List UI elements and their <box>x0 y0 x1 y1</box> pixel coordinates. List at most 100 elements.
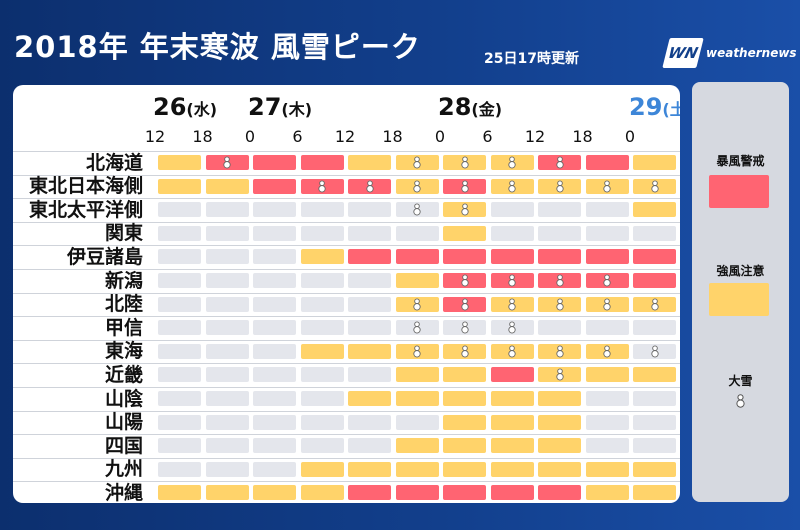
forecast-cell <box>205 273 249 288</box>
snowman-icon <box>555 180 564 193</box>
snowman-icon <box>603 298 611 311</box>
forecast-cell <box>348 391 391 406</box>
forecast-cell <box>490 273 534 288</box>
region-label: 沖縄 <box>104 481 143 503</box>
forecast-cell <box>490 367 534 383</box>
forecast-cell <box>205 249 249 265</box>
forecast-cell <box>395 273 439 288</box>
hour-label: 18 <box>382 127 403 146</box>
forecast-cell <box>395 343 439 359</box>
forecast-cell <box>490 178 534 194</box>
forecast-cell <box>633 296 676 312</box>
forecast-cell <box>205 414 249 430</box>
forecast-cell <box>300 178 344 194</box>
snowman-icon <box>508 156 516 169</box>
forecast-cell <box>300 273 344 288</box>
snowman-icon <box>413 180 421 193</box>
forecast-cell <box>538 485 581 501</box>
date-day: 29 <box>629 93 663 121</box>
forecast-cell <box>585 485 629 501</box>
forecast-cell <box>585 273 629 288</box>
forecast-cell <box>585 178 629 194</box>
forecast-cell <box>538 155 581 170</box>
date-header: 26(水) <box>153 93 217 121</box>
forecast-cell <box>348 225 391 241</box>
legend-wind-label: 強風注意 <box>716 264 765 278</box>
forecast-cell <box>490 438 534 454</box>
snowman-icon <box>603 274 611 287</box>
forecast-cell <box>253 414 296 430</box>
legend-wind-swatch <box>709 283 769 316</box>
forecast-cell <box>633 273 676 288</box>
forecast-cell <box>443 155 486 170</box>
forecast-cell <box>348 178 391 194</box>
forecast-cell <box>253 249 296 265</box>
forecast-cell <box>443 391 486 406</box>
forecast-cell <box>585 391 629 406</box>
date-header: 27(木) <box>248 93 312 121</box>
forecast-cell <box>443 178 486 194</box>
hour-label: 12 <box>144 127 166 146</box>
forecast-cell <box>538 320 581 336</box>
weathernews-logo: WN weathernews <box>662 38 797 68</box>
hour-label: 0 <box>244 127 256 146</box>
hour-label: 18 <box>572 127 593 146</box>
forecast-cell <box>395 249 439 265</box>
forecast-cell <box>205 155 249 170</box>
forecast-cell <box>490 249 534 265</box>
forecast-cell <box>158 438 201 454</box>
forecast-cell <box>253 367 296 383</box>
forecast-cell <box>158 367 201 383</box>
forecast-cell <box>205 367 249 383</box>
forecast-cell <box>395 320 439 336</box>
snowman-icon <box>413 298 421 311</box>
forecast-cell <box>205 343 249 359</box>
snowman-icon <box>650 180 659 193</box>
forecast-cell <box>348 461 391 477</box>
forecast-cell <box>300 391 344 406</box>
legend-storm-swatch <box>709 175 769 208</box>
forecast-cell <box>348 155 391 170</box>
forecast-cell <box>443 320 486 336</box>
region-label: 関東 <box>104 222 143 245</box>
row-divider <box>13 363 680 365</box>
logo-mark: WN <box>662 38 704 68</box>
forecast-cell <box>158 202 201 218</box>
row-divider <box>13 410 680 412</box>
forecast-cell <box>633 225 676 241</box>
snowman-icon <box>555 156 564 169</box>
forecast-cell <box>585 249 629 265</box>
forecast-cell <box>585 414 629 430</box>
forecast-cell <box>348 249 391 265</box>
row-divider <box>13 434 680 436</box>
forecast-cell <box>348 367 391 383</box>
forecast-cell <box>395 391 439 406</box>
forecast-cell <box>253 155 296 170</box>
forecast-cell <box>538 343 581 359</box>
forecast-cell <box>395 485 439 501</box>
row-divider <box>13 221 680 223</box>
snowman-icon <box>555 298 564 311</box>
forecast-cell <box>633 320 676 336</box>
forecast-cell <box>538 438 581 454</box>
hour-label: 0 <box>434 127 446 146</box>
forecast-cell <box>395 438 439 454</box>
forecast-cell <box>395 225 439 241</box>
forecast-cell <box>633 461 676 477</box>
forecast-cell <box>253 485 296 501</box>
forecast-cell <box>633 249 676 265</box>
forecast-cell <box>300 438 344 454</box>
snowman-icon <box>460 203 469 216</box>
snowman-icon <box>736 393 745 412</box>
snowman-icon <box>508 345 516 358</box>
forecast-cell <box>490 414 534 430</box>
forecast-cell <box>348 296 391 312</box>
forecast-cell <box>538 225 581 241</box>
snowman-icon <box>603 180 611 193</box>
forecast-cell <box>253 178 296 194</box>
forecast-cell <box>158 225 201 241</box>
legend-snow-label: 大雪 <box>728 374 753 388</box>
hour-label: 12 <box>524 127 546 146</box>
forecast-cell <box>158 343 201 359</box>
region-label: 四国 <box>104 434 143 457</box>
